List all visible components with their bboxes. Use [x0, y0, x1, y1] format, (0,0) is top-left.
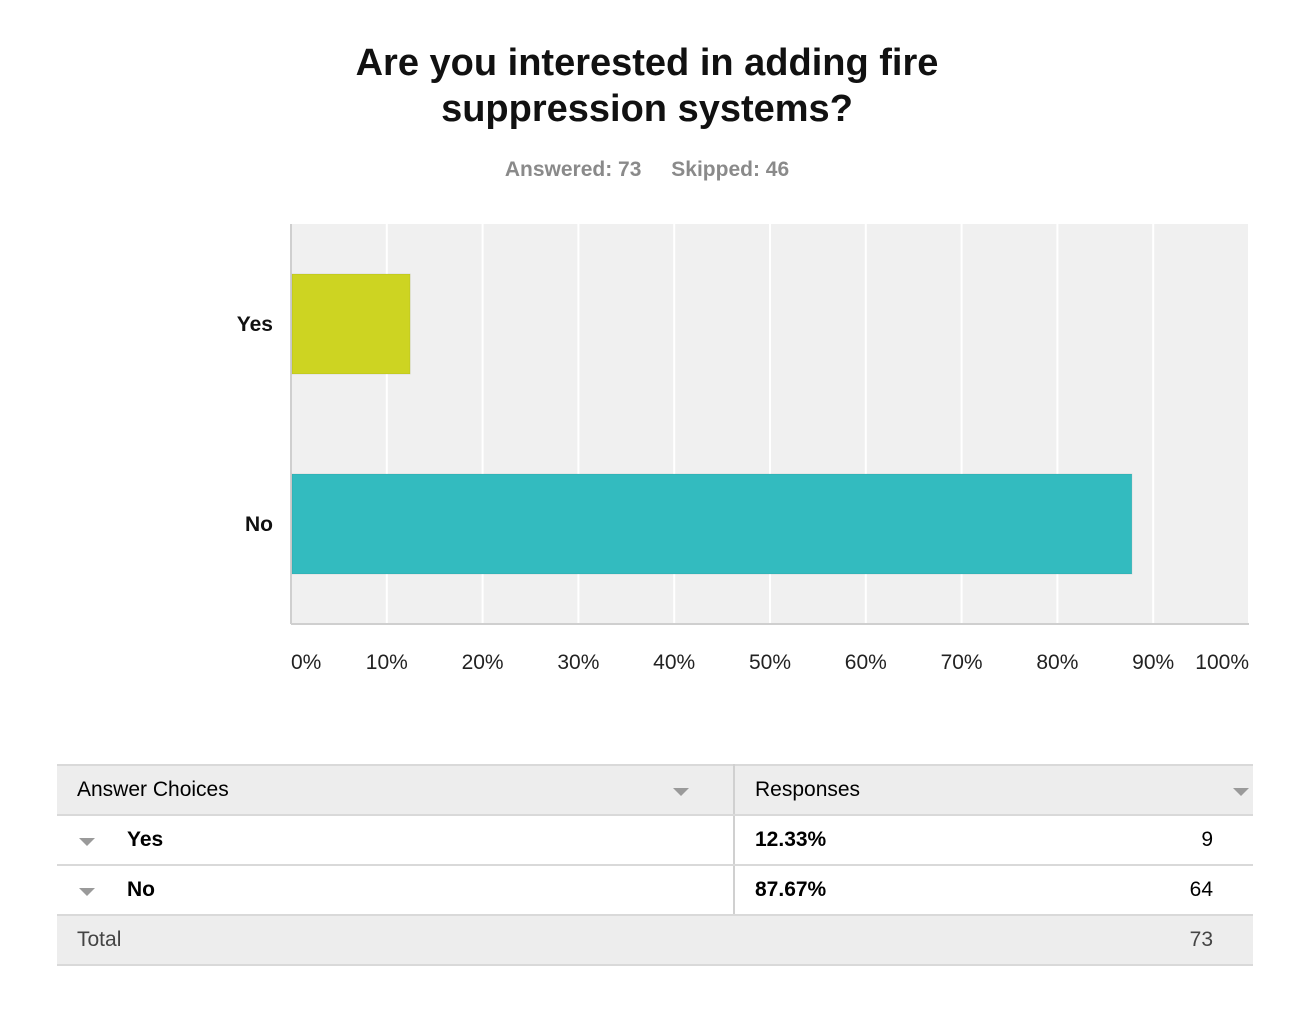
answer-choices-header[interactable]: Answer Choices [57, 765, 735, 816]
responses-table: Answer Choices Responses Yes 12.33% 9 No… [57, 764, 1253, 966]
sort-caret-icon[interactable] [1233, 788, 1249, 796]
percent-cell: 87.67% [734, 865, 1013, 916]
x-tick-label: 50% [749, 651, 791, 674]
responses-header-label: Responses [755, 778, 861, 801]
chart-title: Are you interested in adding fire suppre… [0, 40, 1294, 132]
y-category-label: No [245, 513, 273, 536]
bar-no [291, 473, 1133, 575]
expand-caret-icon[interactable] [79, 838, 95, 846]
choice-cell: No [57, 865, 735, 916]
table-row: No 87.67% 64 [57, 865, 1253, 916]
x-tick-label: 10% [366, 651, 408, 674]
total-row: Total 73 [57, 915, 1253, 966]
x-tick-label: 90% [1132, 651, 1174, 674]
x-tick-label: 80% [1036, 651, 1078, 674]
x-tick-label: 40% [653, 651, 695, 674]
x-tick-label: 30% [557, 651, 599, 674]
choice-label: No [127, 878, 155, 901]
sort-caret-icon[interactable] [673, 788, 689, 796]
x-tick-label: 70% [941, 651, 983, 674]
response-stats: Answered: 73 Skipped: 46 [0, 158, 1294, 182]
x-tick-label: 20% [462, 651, 504, 674]
chart-title-line-2: suppression systems? [441, 88, 853, 130]
choice-cell: Yes [57, 815, 735, 866]
bar-yes [291, 273, 411, 375]
table-row: Yes 12.33% 9 [57, 815, 1253, 866]
table-header-row: Answer Choices Responses [57, 765, 1253, 816]
answered-count: Answered: 73 [504, 158, 642, 181]
total-label: Total [57, 915, 1013, 966]
x-tick-label: 100% [1195, 651, 1249, 674]
total-count: 73 [1013, 915, 1253, 966]
bar-chart: 0% 10% 20% 30% 40% 50% 60% 70% 80% 90% 100% Yes No [237, 224, 1250, 674]
skipped-count: Skipped: 46 [671, 158, 790, 181]
answer-choices-header-label: Answer Choices [77, 778, 229, 801]
count-cell: 9 [1013, 815, 1253, 866]
x-tick-label: 60% [845, 651, 887, 674]
y-category-label: Yes [237, 313, 273, 336]
expand-caret-icon[interactable] [79, 888, 95, 896]
x-tick-label: 0% [291, 651, 321, 674]
percent-cell: 12.33% [734, 815, 1013, 866]
choice-label: Yes [127, 828, 164, 851]
chart-title-line-1: Are you interested in adding fire [355, 42, 939, 84]
count-cell: 64 [1013, 865, 1253, 916]
responses-header[interactable]: Responses [734, 765, 1253, 816]
